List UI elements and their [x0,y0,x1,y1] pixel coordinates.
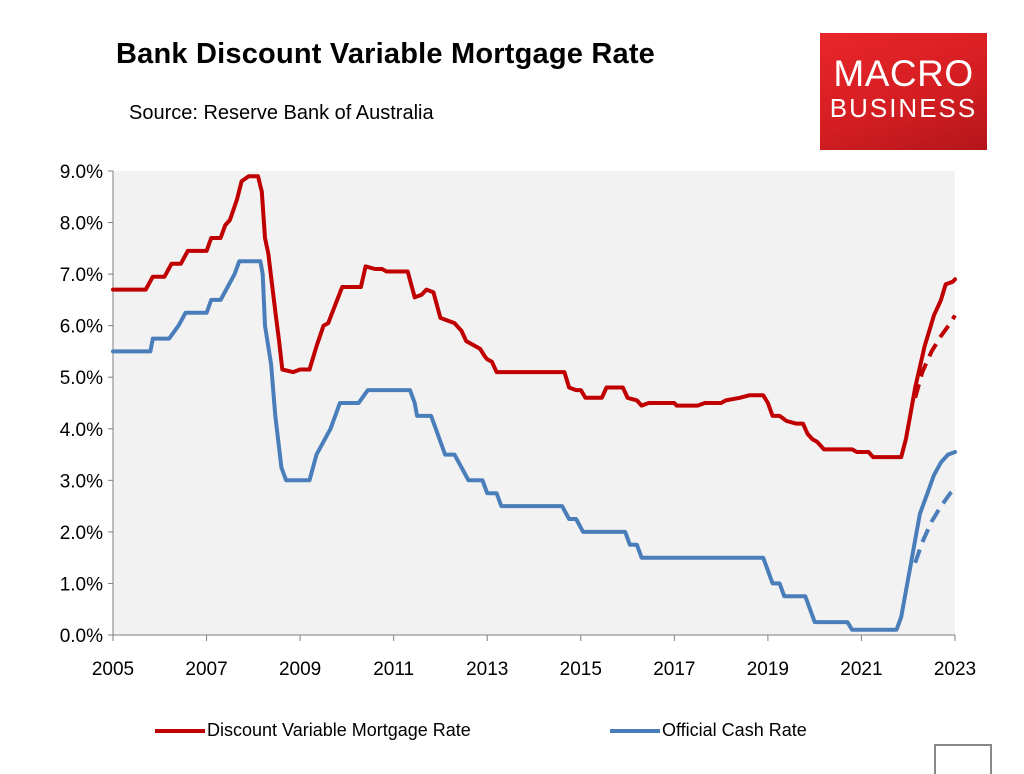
legend-label-cash: Official Cash Rate [662,720,807,740]
macro-business-logo: MACRO BUSINESS [820,33,987,150]
x-tick-label: 2013 [466,659,508,680]
y-tick-label: 0.0% [60,626,103,647]
x-axis: 2005 2007 2009 2011 2013 2015 2017 2019 2021 2023 [92,634,976,680]
y-tick-label: 3.0% [60,471,103,492]
y-tick-label: 9.0% [60,162,103,183]
y-tick-label: 6.0% [60,317,103,338]
y-tick-label: 7.0% [60,265,103,286]
corner-stamp [934,744,992,774]
series-line-1 [111,259,957,632]
x-tick-label: 2007 [185,659,227,680]
y-tick-label: 4.0% [60,420,103,441]
y-tick-label: 5.0% [60,368,103,389]
legend-item-mortgage: Discount Variable Mortgage Rate [155,720,471,741]
legend-item-cash: Official Cash Rate [610,720,807,741]
x-tick-label: 2005 [92,659,134,680]
logo-line-1: MACRO [833,53,974,94]
series-line-0 [111,174,957,460]
y-tick-label: 2.0% [60,523,103,544]
plot-area [113,171,955,635]
x-tick-label: 2023 [934,659,976,680]
logo-line-2: BUSINESS [829,93,978,123]
x-tick-label: 2009 [279,659,321,680]
series-layer [111,174,957,632]
y-tick-label: 1.0% [60,574,103,595]
x-tick-label: 2015 [560,659,602,680]
y-axis: 0.0% 1.0% 2.0% 3.0% 4.0% 5.0% 6.0% 7.0% 8.0% 9.0% [60,162,114,647]
x-tick-label: 2011 [373,659,414,680]
chart-title: Bank Discount Variable Mortgage Rate [116,38,655,70]
legend-swatch-mortgage [155,728,205,733]
y-tick-label: 8.0% [60,214,103,235]
legend-label-mortgage: Discount Variable Mortgage Rate [207,720,471,740]
legend-swatch-cash [610,728,660,733]
series-line-dashed-3 [913,486,957,564]
chart-source: Source: Reserve Bank of Australia [129,102,434,124]
x-tick-label: 2021 [840,659,882,680]
series-line-dashed-2 [913,314,957,399]
x-tick-label: 2019 [747,659,789,680]
x-tick-label: 2017 [653,659,695,680]
